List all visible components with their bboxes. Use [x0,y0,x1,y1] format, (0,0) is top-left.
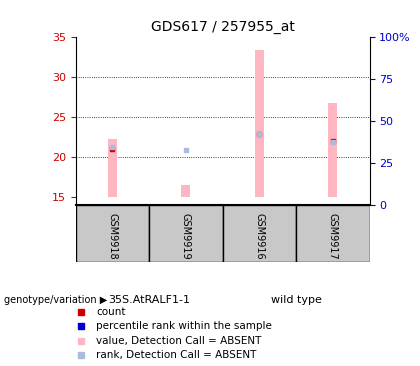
Bar [223,205,296,262]
Bar [296,205,370,262]
Bar [328,103,337,197]
Text: GSM9916: GSM9916 [255,213,264,260]
Text: genotype/variation ▶: genotype/variation ▶ [4,295,108,305]
Bar [76,205,149,262]
Text: count: count [96,307,126,317]
Bar [108,139,117,197]
Text: 35S.AtRALF1-1: 35S.AtRALF1-1 [108,295,190,305]
Bar [181,185,190,197]
Text: value, Detection Call = ABSENT: value, Detection Call = ABSENT [96,336,262,346]
Text: rank, Detection Call = ABSENT: rank, Detection Call = ABSENT [96,351,257,361]
Text: GSM9918: GSM9918 [108,213,117,260]
Text: wild type: wild type [270,295,322,305]
Title: GDS617 / 257955_at: GDS617 / 257955_at [151,20,294,34]
Text: percentile rank within the sample: percentile rank within the sample [96,321,272,332]
Bar [255,50,264,197]
Text: GSM9919: GSM9919 [181,213,191,260]
Text: GSM9917: GSM9917 [328,213,338,260]
Bar [149,205,223,262]
